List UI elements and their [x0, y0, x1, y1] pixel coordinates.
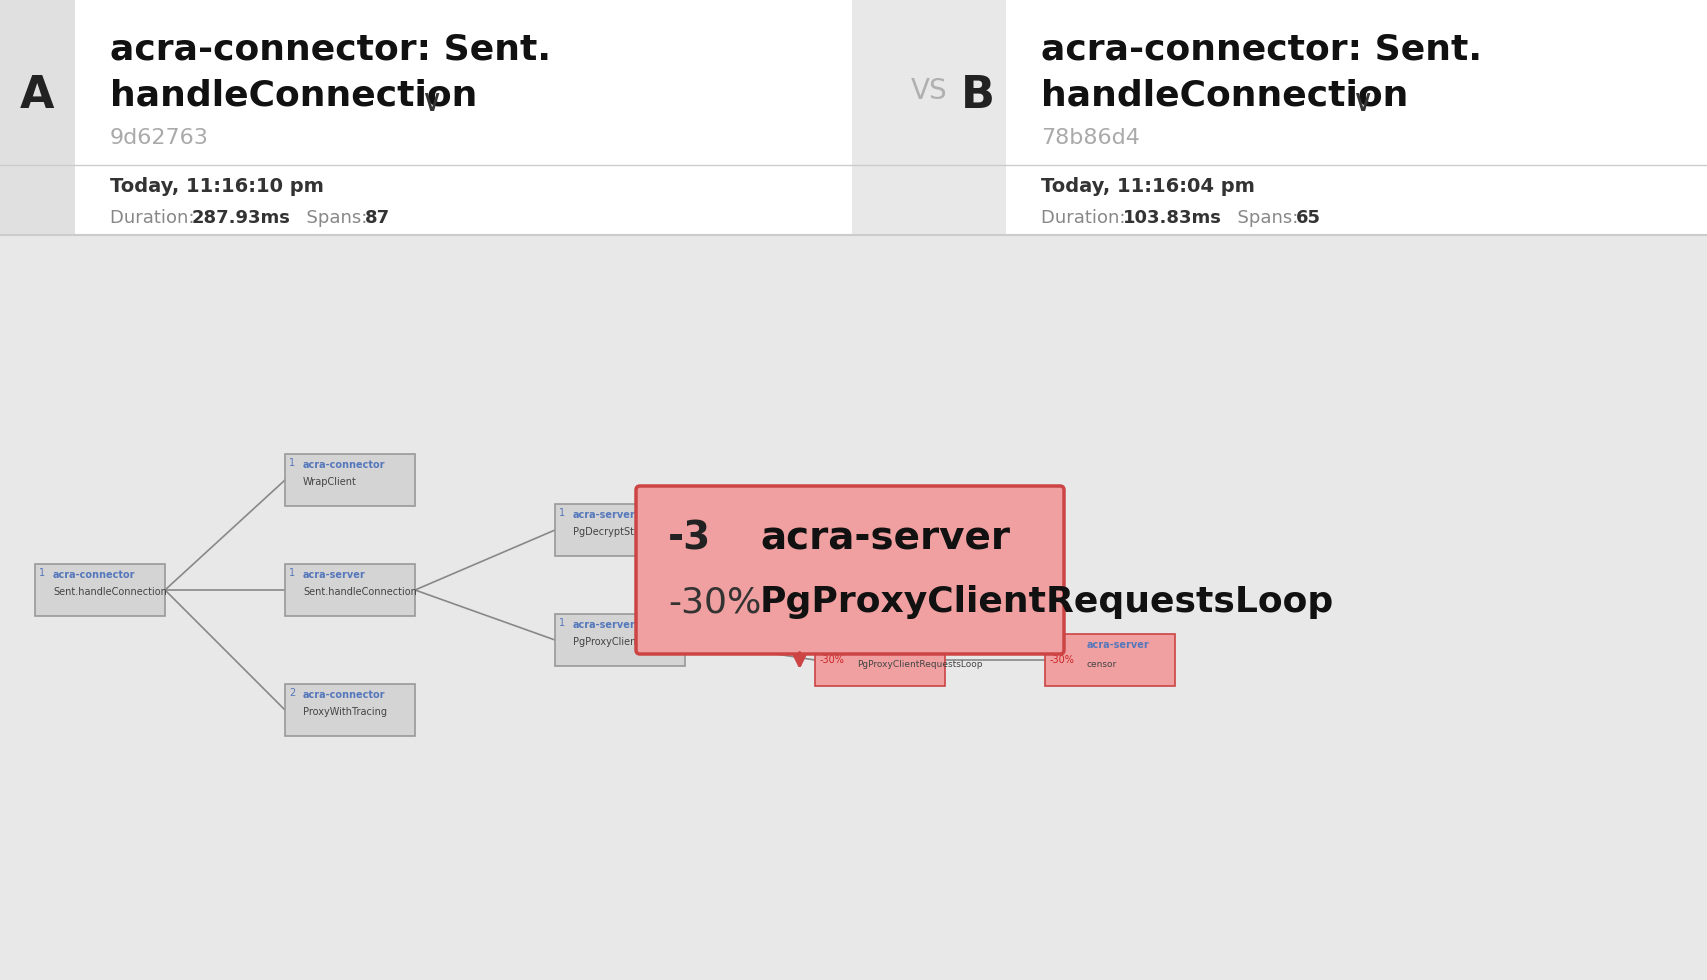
FancyBboxPatch shape	[34, 564, 166, 616]
Text: 2: 2	[288, 688, 295, 698]
Text: B: B	[961, 74, 993, 118]
Text: Today, 11:16:10 pm: Today, 11:16:10 pm	[109, 177, 324, 196]
Text: acra-server: acra-server	[572, 620, 635, 630]
Text: -30%: -30%	[1050, 655, 1074, 665]
Text: acra-connector: Sent.: acra-connector: Sent.	[1040, 32, 1482, 66]
Text: PgProxyClientRequestsLoop: PgProxyClientRequestsLoop	[857, 660, 982, 668]
Text: Duration:: Duration:	[1040, 209, 1130, 227]
Text: -3: -3	[1050, 638, 1060, 648]
Text: ∨: ∨	[420, 88, 442, 117]
Text: acra-server: acra-server	[572, 510, 635, 520]
Text: PgProxyClientRequestsLoop: PgProxyClientRequestsLoop	[760, 585, 1333, 619]
Text: acra-server: acra-server	[1086, 640, 1149, 650]
Text: 9d62763: 9d62763	[109, 128, 208, 148]
Text: -30%: -30%	[667, 585, 761, 619]
Text: ∨: ∨	[1350, 88, 1372, 117]
FancyBboxPatch shape	[0, 0, 75, 235]
Text: acra-server: acra-server	[760, 519, 1009, 557]
Text: 1: 1	[288, 568, 295, 578]
Text: A: A	[20, 74, 55, 118]
FancyBboxPatch shape	[75, 0, 852, 235]
Text: PgProxyClientRequests: PgProxyClientRequests	[572, 637, 685, 647]
Text: 65: 65	[1296, 209, 1320, 227]
Text: Duration:: Duration:	[109, 209, 200, 227]
FancyBboxPatch shape	[285, 454, 415, 506]
Text: -3: -3	[819, 638, 830, 648]
Text: PgDecryptStream: PgDecryptStream	[572, 527, 659, 537]
Text: handleConnection: handleConnection	[109, 78, 476, 112]
FancyBboxPatch shape	[814, 634, 944, 686]
Text: ProxyWithTracing: ProxyWithTracing	[302, 707, 387, 717]
Text: Sent.handleConnection: Sent.handleConnection	[302, 587, 417, 597]
Text: acra-server: acra-server	[302, 570, 365, 580]
FancyBboxPatch shape	[555, 504, 685, 556]
Text: 1: 1	[288, 458, 295, 468]
FancyBboxPatch shape	[852, 0, 1005, 235]
Text: acra-server: acra-server	[857, 510, 918, 520]
FancyBboxPatch shape	[285, 564, 415, 616]
Text: -16: -16	[819, 508, 836, 518]
FancyBboxPatch shape	[1005, 0, 1707, 235]
FancyBboxPatch shape	[555, 614, 685, 666]
Text: PgDecryptStreamLoop: PgDecryptStreamLoop	[857, 529, 958, 538]
Text: acra-connector: acra-connector	[302, 690, 386, 700]
Text: acra-connector: acra-connector	[302, 460, 386, 470]
Text: 287.93ms: 287.93ms	[191, 209, 290, 227]
FancyBboxPatch shape	[814, 504, 944, 556]
Text: censor: censor	[1086, 660, 1116, 668]
Text: VS: VS	[910, 76, 947, 105]
Text: WrapClient: WrapClient	[302, 477, 357, 487]
Text: acra-connector: Sent.: acra-connector: Sent.	[109, 32, 551, 66]
Text: acra-server: acra-server	[857, 640, 918, 650]
FancyBboxPatch shape	[285, 684, 415, 736]
Text: 78b86d4: 78b86d4	[1040, 128, 1139, 148]
Text: -30%: -30%	[819, 655, 845, 665]
Text: Today, 11:16:04 pm: Today, 11:16:04 pm	[1040, 177, 1255, 196]
Text: handleConnection: handleConnection	[1040, 78, 1407, 112]
Text: Spans:: Spans:	[1226, 209, 1302, 227]
Text: 1: 1	[558, 618, 565, 628]
Text: -3: -3	[667, 519, 710, 557]
Text: 87: 87	[365, 209, 389, 227]
FancyBboxPatch shape	[635, 486, 1063, 654]
Text: 1: 1	[558, 508, 565, 518]
Text: 1: 1	[39, 568, 44, 578]
Text: -28%: -28%	[819, 525, 845, 535]
Text: acra-connector: acra-connector	[53, 570, 135, 580]
Text: Spans:: Spans:	[295, 209, 372, 227]
Text: Sent.handleConnection: Sent.handleConnection	[53, 587, 167, 597]
FancyBboxPatch shape	[1045, 634, 1174, 686]
Text: 103.83ms: 103.83ms	[1121, 209, 1221, 227]
